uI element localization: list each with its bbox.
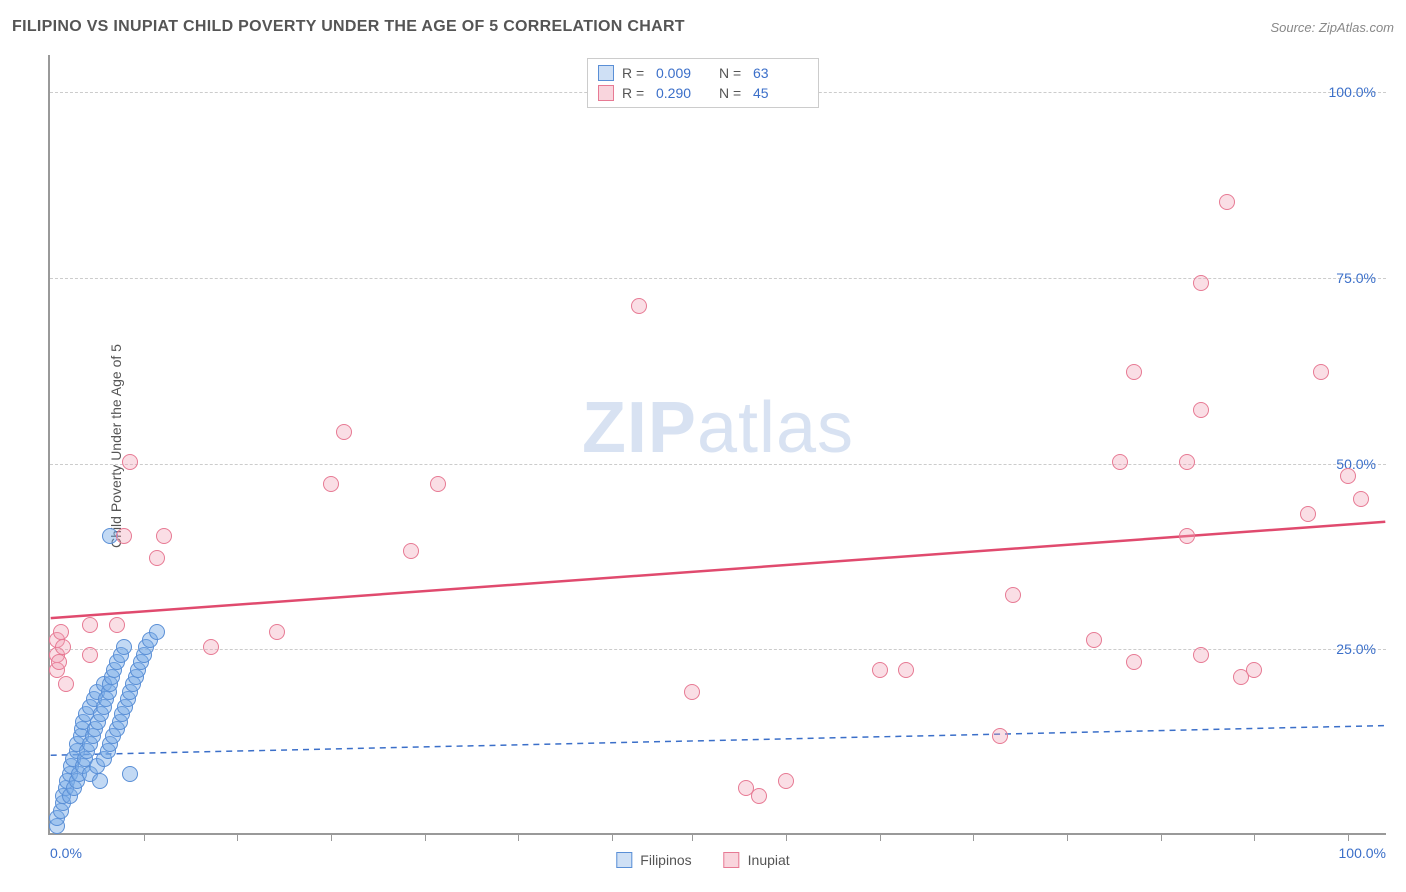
- data-point: [751, 788, 767, 804]
- x-axis-max-label: 100.0%: [1339, 845, 1386, 861]
- legend-row: R = 0.290 N = 45: [598, 83, 808, 103]
- data-point: [203, 639, 219, 655]
- n-label: N =: [719, 65, 745, 81]
- data-point: [1179, 528, 1195, 544]
- x-tick: [1067, 833, 1068, 841]
- data-point: [898, 662, 914, 678]
- x-tick: [1254, 833, 1255, 841]
- data-point: [1179, 454, 1195, 470]
- legend-swatch: [616, 852, 632, 868]
- x-axis-min-label: 0.0%: [50, 845, 82, 861]
- data-point: [1340, 468, 1356, 484]
- data-point: [872, 662, 888, 678]
- data-point: [53, 624, 69, 640]
- legend-swatch: [724, 852, 740, 868]
- r-label: R =: [622, 65, 648, 81]
- gridline: [50, 278, 1386, 279]
- x-tick: [1161, 833, 1162, 841]
- legend-swatch: [598, 85, 614, 101]
- x-tick: [973, 833, 974, 841]
- data-point: [1005, 587, 1021, 603]
- x-tick: [786, 833, 787, 841]
- r-value: 0.009: [656, 65, 711, 81]
- data-point: [122, 766, 138, 782]
- data-point: [1353, 491, 1369, 507]
- x-tick: [331, 833, 332, 841]
- x-tick: [144, 833, 145, 841]
- data-point: [269, 624, 285, 640]
- scatter-plot: ZIPatlas 0.0% 100.0% 25.0%50.0%75.0%100.…: [48, 55, 1386, 835]
- data-point: [336, 424, 352, 440]
- data-point: [116, 528, 132, 544]
- source-attribution: Source: ZipAtlas.com: [1270, 20, 1394, 35]
- data-point: [82, 647, 98, 663]
- gridline: [50, 649, 1386, 650]
- data-point: [1126, 364, 1142, 380]
- x-tick: [692, 833, 693, 841]
- trend-line: [51, 726, 1386, 756]
- y-tick-label: 100.0%: [1329, 84, 1376, 100]
- data-point: [149, 550, 165, 566]
- data-point: [109, 617, 125, 633]
- legend-row: R = 0.009 N = 63: [598, 63, 808, 83]
- data-point: [1193, 647, 1209, 663]
- n-value: 45: [753, 85, 808, 101]
- data-point: [1086, 632, 1102, 648]
- data-point: [631, 298, 647, 314]
- data-point: [1126, 654, 1142, 670]
- legend-label: Filipinos: [640, 852, 691, 868]
- legend-item: Filipinos: [616, 852, 691, 868]
- x-tick: [612, 833, 613, 841]
- data-point: [778, 773, 794, 789]
- n-label: N =: [719, 85, 745, 101]
- y-tick-label: 75.0%: [1336, 270, 1376, 286]
- data-point: [1300, 506, 1316, 522]
- data-point: [1313, 364, 1329, 380]
- data-point: [149, 624, 165, 640]
- chart-title: FILIPINO VS INUPIAT CHILD POVERTY UNDER …: [12, 18, 685, 36]
- data-point: [55, 639, 71, 655]
- x-tick: [880, 833, 881, 841]
- r-value: 0.290: [656, 85, 711, 101]
- trend-lines: [50, 55, 1386, 833]
- r-label: R =: [622, 85, 648, 101]
- data-point: [1112, 454, 1128, 470]
- x-tick: [518, 833, 519, 841]
- data-point: [58, 676, 74, 692]
- data-point: [684, 684, 700, 700]
- data-point: [1193, 275, 1209, 291]
- data-point: [1193, 402, 1209, 418]
- n-value: 63: [753, 65, 808, 81]
- watermark: ZIPatlas: [582, 387, 854, 469]
- data-point: [992, 728, 1008, 744]
- correlation-legend: R = 0.009 N = 63 R = 0.290 N = 45: [587, 58, 819, 108]
- data-point: [323, 476, 339, 492]
- data-point: [1246, 662, 1262, 678]
- data-point: [116, 639, 132, 655]
- data-point: [122, 454, 138, 470]
- y-tick-label: 25.0%: [1336, 641, 1376, 657]
- legend-label: Inupiat: [748, 852, 790, 868]
- legend-swatch: [598, 65, 614, 81]
- data-point: [1219, 194, 1235, 210]
- x-tick: [1348, 833, 1349, 841]
- data-point: [156, 528, 172, 544]
- x-tick: [425, 833, 426, 841]
- data-point: [403, 543, 419, 559]
- legend-item: Inupiat: [724, 852, 790, 868]
- x-tick: [237, 833, 238, 841]
- data-point: [82, 617, 98, 633]
- data-point: [92, 773, 108, 789]
- series-legend: Filipinos Inupiat: [616, 852, 789, 868]
- data-point: [51, 654, 67, 670]
- data-point: [430, 476, 446, 492]
